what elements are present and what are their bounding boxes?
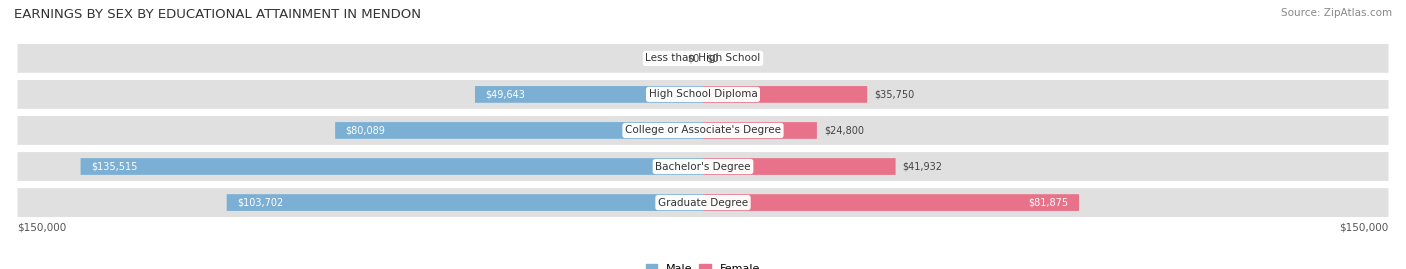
Text: $103,702: $103,702	[238, 197, 283, 208]
Text: High School Diploma: High School Diploma	[648, 89, 758, 100]
FancyBboxPatch shape	[475, 86, 703, 103]
FancyBboxPatch shape	[17, 188, 1389, 217]
Text: Source: ZipAtlas.com: Source: ZipAtlas.com	[1281, 8, 1392, 18]
Legend: Male, Female: Male, Female	[641, 259, 765, 269]
Text: $150,000: $150,000	[17, 222, 66, 232]
Text: $0: $0	[688, 53, 700, 63]
FancyBboxPatch shape	[703, 122, 817, 139]
Text: Less than High School: Less than High School	[645, 53, 761, 63]
Text: $41,932: $41,932	[903, 161, 942, 172]
Text: $135,515: $135,515	[91, 161, 138, 172]
FancyBboxPatch shape	[226, 194, 703, 211]
Text: Bachelor's Degree: Bachelor's Degree	[655, 161, 751, 172]
FancyBboxPatch shape	[335, 122, 703, 139]
Text: $35,750: $35,750	[875, 89, 914, 100]
FancyBboxPatch shape	[703, 194, 1078, 211]
Text: $80,089: $80,089	[346, 125, 385, 136]
Text: Graduate Degree: Graduate Degree	[658, 197, 748, 208]
FancyBboxPatch shape	[80, 158, 703, 175]
FancyBboxPatch shape	[17, 44, 1389, 73]
Text: $24,800: $24,800	[824, 125, 863, 136]
FancyBboxPatch shape	[17, 152, 1389, 181]
Text: $0: $0	[706, 53, 718, 63]
Text: College or Associate's Degree: College or Associate's Degree	[626, 125, 780, 136]
FancyBboxPatch shape	[17, 116, 1389, 145]
FancyBboxPatch shape	[703, 158, 896, 175]
Text: $81,875: $81,875	[1029, 197, 1069, 208]
Text: EARNINGS BY SEX BY EDUCATIONAL ATTAINMENT IN MENDON: EARNINGS BY SEX BY EDUCATIONAL ATTAINMEN…	[14, 8, 420, 21]
FancyBboxPatch shape	[17, 80, 1389, 109]
FancyBboxPatch shape	[703, 86, 868, 103]
Text: $150,000: $150,000	[1340, 222, 1389, 232]
Text: $49,643: $49,643	[485, 89, 526, 100]
